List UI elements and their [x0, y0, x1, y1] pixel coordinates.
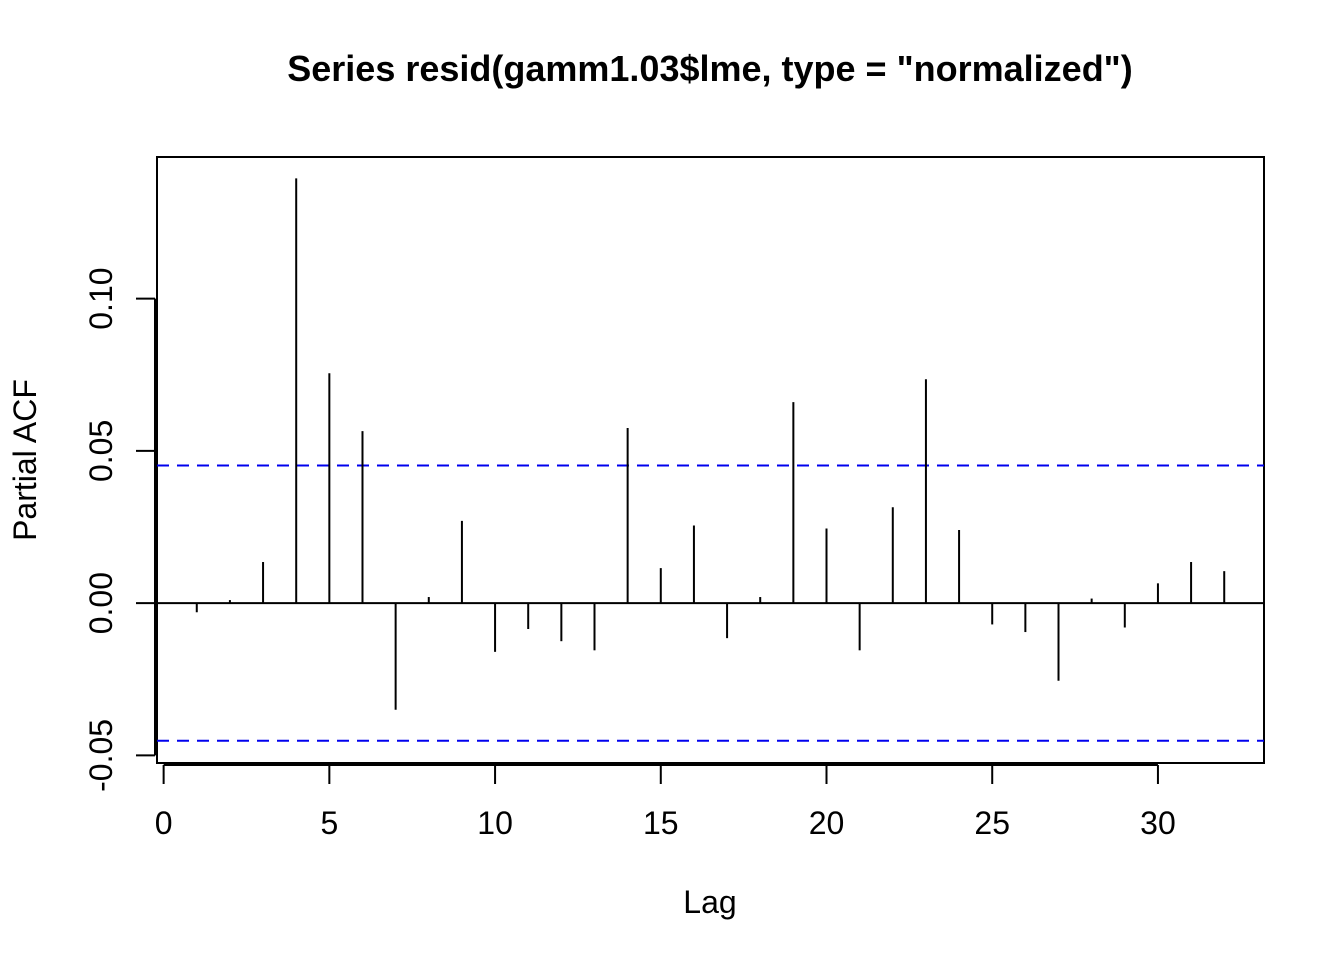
- y-axis: -0.05 0.00 0.05 0.10: [83, 267, 156, 792]
- confidence-bounds: [157, 464, 1264, 742]
- y-tick-label: 0.10: [83, 267, 119, 329]
- x-tick-label: 30: [1140, 805, 1176, 841]
- x-tick-label: 15: [643, 805, 679, 841]
- y-axis-label: Partial ACF: [7, 379, 43, 541]
- plot-frame: [156, 156, 1265, 764]
- y-tick-label: 0.05: [83, 420, 119, 482]
- chart-title: Series resid(gamm1.03$lme, type = "norma…: [287, 48, 1133, 89]
- x-tick-label: 0: [155, 805, 173, 841]
- x-tick-label: 20: [809, 805, 845, 841]
- x-axis-label: Lag: [683, 884, 736, 920]
- x-tick-label: 10: [477, 805, 513, 841]
- x-tick-label: 25: [974, 805, 1010, 841]
- y-tick-label: -0.05: [83, 719, 119, 792]
- x-axis: 0 5 10 15 20 25 30: [155, 764, 1176, 841]
- pacf-bars: [195, 178, 1226, 710]
- x-tick-label: 5: [320, 805, 338, 841]
- y-tick-label: 0.00: [83, 572, 119, 634]
